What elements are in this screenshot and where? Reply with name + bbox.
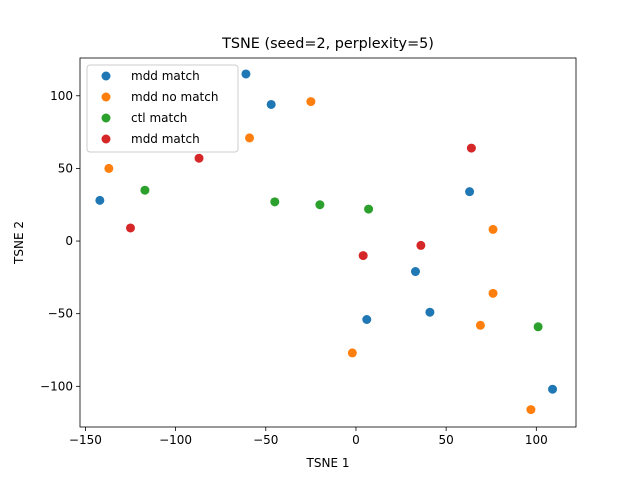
x-tick-label-4: 50 [438,433,453,447]
point-series-3-4 [358,251,368,261]
y-tick-label-2: 0 [65,234,73,248]
point-series-2-1 [270,197,280,207]
points-layer [95,69,558,415]
point-series-0-3 [465,187,475,197]
legend-box [86,64,239,153]
y-axis-label: TSNE 2 [12,221,26,265]
point-series-1-0 [306,97,316,107]
point-series-0-7 [548,384,558,394]
legend-marker-2 [101,113,111,123]
point-series-1-4 [488,288,498,298]
point-series-0-1 [266,99,276,109]
point-series-3-3 [416,240,426,250]
point-series-0-2 [95,195,105,205]
point-series-0-4 [410,267,420,277]
legend-label-1: mdd no match [131,90,218,104]
point-series-3-2 [126,223,136,233]
legend-label-0: mdd match [131,69,200,83]
point-series-1-2 [104,163,114,173]
y-tick-label-1: −50 [48,307,73,321]
legend-label-2: ctl match [131,111,187,125]
x-tick-label-1: −100 [159,433,192,447]
chart-title: TSNE (seed=2, perplexity=5) [221,36,434,52]
point-series-0-6 [425,307,435,317]
legend-marker-0 [101,71,111,81]
point-series-3-1 [466,143,476,153]
x-tick-label-0: −150 [69,433,102,447]
point-series-1-5 [475,320,485,330]
x-axis: −150 −100 −50 0 50 100 [69,427,548,447]
point-series-1-1 [245,133,255,143]
legend-label-3: mdd match [131,132,200,146]
point-series-1-3 [488,224,498,234]
point-series-2-4 [533,322,543,332]
point-series-1-6 [347,348,357,358]
y-axis: −100 −50 0 50 100 [40,89,80,393]
point-series-2-2 [315,200,325,210]
point-series-0-0 [241,69,251,79]
point-series-3-0 [194,153,204,163]
point-series-2-3 [364,204,374,214]
x-tick-label-2: −50 [253,433,278,447]
legend: mdd match mdd no match ctl match mdd match [86,64,239,153]
point-series-2-0 [140,185,150,195]
x-tick-label-5: 100 [525,433,548,447]
x-tick-label-3: 0 [352,433,360,447]
plot-area-frame [79,57,577,428]
legend-marker-1 [101,92,111,102]
x-axis-label: TSNE 1 [306,456,350,470]
legend-marker-3 [101,134,111,144]
y-tick-label-0: −100 [40,379,73,393]
y-tick-label-4: 100 [50,89,73,103]
point-series-0-5 [362,314,372,324]
y-tick-label-3: 50 [58,161,73,175]
point-series-1-7 [526,405,536,415]
